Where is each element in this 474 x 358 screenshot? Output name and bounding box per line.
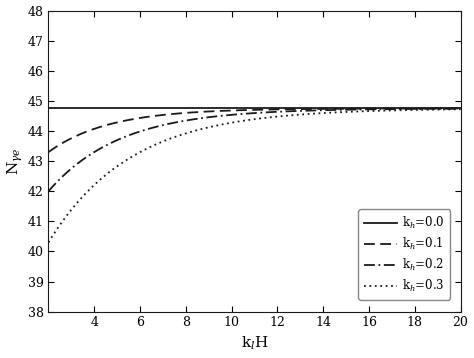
k$_h$=0.2 xyxy=(458,107,464,111)
k$_h$=0.0 xyxy=(46,106,51,111)
k$_h$=0.0 xyxy=(212,106,218,111)
k$_h$=0.1 xyxy=(88,128,93,132)
Line: k$_h$=0.1: k$_h$=0.1 xyxy=(48,108,461,152)
Legend: k$_h$=0.0, k$_h$=0.1, k$_h$=0.2, k$_h$=0.3: k$_h$=0.0, k$_h$=0.1, k$_h$=0.2, k$_h$=0… xyxy=(358,209,450,300)
k$_h$=0.3 xyxy=(374,109,380,113)
Line: k$_h$=0.3: k$_h$=0.3 xyxy=(48,109,461,242)
k$_h$=0.1 xyxy=(212,109,218,113)
k$_h$=0.3 xyxy=(328,111,334,115)
k$_h$=0.3 xyxy=(367,109,373,113)
k$_h$=0.1 xyxy=(374,106,380,111)
k$_h$=0.1 xyxy=(328,107,334,111)
k$_h$=0.2 xyxy=(374,107,380,111)
k$_h$=0.0 xyxy=(88,106,93,111)
k$_h$=0.2 xyxy=(88,152,93,156)
Y-axis label: N$_{\gamma e}$: N$_{\gamma e}$ xyxy=(6,147,25,175)
k$_h$=0.1 xyxy=(46,150,51,154)
X-axis label: k$_l$H: k$_l$H xyxy=(241,335,268,352)
k$_h$=0.3 xyxy=(88,187,93,191)
k$_h$=0.1 xyxy=(458,106,464,111)
k$_h$=0.2 xyxy=(227,113,233,117)
k$_h$=0.0 xyxy=(227,106,233,111)
k$_h$=0.2 xyxy=(46,189,51,193)
k$_h$=0.0 xyxy=(367,106,373,111)
k$_h$=0.3 xyxy=(46,240,51,245)
k$_h$=0.3 xyxy=(458,107,464,111)
k$_h$=0.2 xyxy=(367,107,373,111)
k$_h$=0.2 xyxy=(212,114,218,118)
k$_h$=0.0 xyxy=(328,106,334,111)
k$_h$=0.3 xyxy=(212,124,218,128)
k$_h$=0.0 xyxy=(458,106,464,111)
k$_h$=0.0 xyxy=(374,106,380,111)
k$_h$=0.2 xyxy=(328,108,334,112)
k$_h$=0.1 xyxy=(367,106,373,111)
k$_h$=0.3 xyxy=(227,121,233,125)
Line: k$_h$=0.2: k$_h$=0.2 xyxy=(48,109,461,191)
k$_h$=0.1 xyxy=(227,108,233,113)
